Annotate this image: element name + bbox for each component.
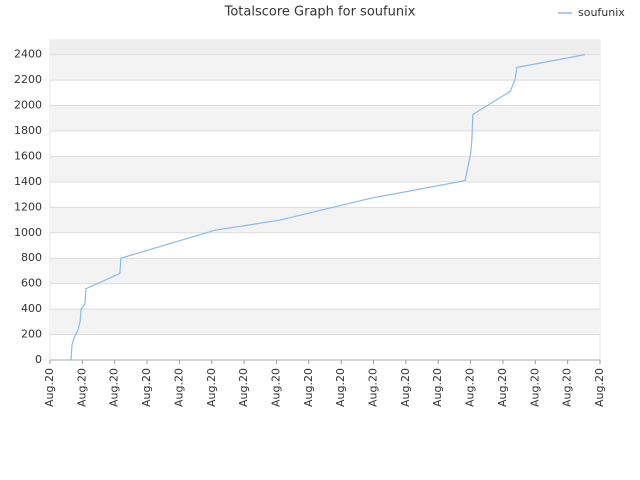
chart-title: Totalscore Graph for soufunix — [224, 5, 416, 20]
x-tick-label: Aug.20 — [269, 368, 282, 407]
y-tick-label: 0 — [35, 353, 42, 366]
y-tick-label: 2400 — [14, 48, 42, 61]
grid-band — [50, 309, 600, 335]
grid-band — [50, 105, 600, 131]
x-tick-label: Aug.20 — [205, 368, 218, 407]
x-tick-label: Aug.20 — [399, 368, 412, 407]
x-tick-label: Aug.20 — [172, 368, 185, 407]
grid-band — [50, 207, 600, 233]
x-tick-label: Aug.20 — [302, 368, 315, 407]
y-tick-label: 2200 — [14, 73, 42, 86]
x-tick-label: Aug.20 — [367, 368, 380, 407]
x-tick-label: Aug.20 — [237, 368, 250, 407]
x-tick-label: Aug.20 — [75, 368, 88, 407]
y-tick-label: 1000 — [14, 226, 42, 239]
x-tick-label: Aug.20 — [334, 368, 347, 407]
x-tick-label: Aug.20 — [108, 368, 121, 407]
y-tick-label: 1200 — [14, 200, 42, 213]
grid-band — [50, 54, 600, 81]
x-tick-label: Aug.20 — [528, 368, 541, 407]
x-tick-label: Aug.20 — [464, 368, 477, 407]
y-tick-label: 1800 — [14, 124, 42, 137]
x-tick-label: Aug.20 — [593, 368, 606, 407]
x-tick-label: Aug.20 — [431, 368, 444, 407]
grid-band — [50, 156, 600, 182]
y-tick-label: 1400 — [14, 175, 42, 188]
x-tick-label: Aug.20 — [561, 368, 574, 407]
grid-band — [50, 258, 600, 284]
x-tick-label: Aug.20 — [43, 368, 56, 407]
y-tick-label: 1600 — [14, 149, 42, 162]
legend-label: soufunix — [578, 6, 625, 19]
y-tick-label: 200 — [21, 328, 42, 341]
x-tick-label: Aug.20 — [496, 368, 509, 407]
y-tick-label: 600 — [21, 277, 42, 290]
y-tick-label: 800 — [21, 251, 42, 264]
grid-band — [50, 40, 600, 55]
x-tick-label: Aug.20 — [140, 368, 153, 407]
data-line — [70, 54, 586, 361]
y-tick-label: 2000 — [14, 99, 42, 112]
y-tick-label: 400 — [21, 302, 42, 315]
